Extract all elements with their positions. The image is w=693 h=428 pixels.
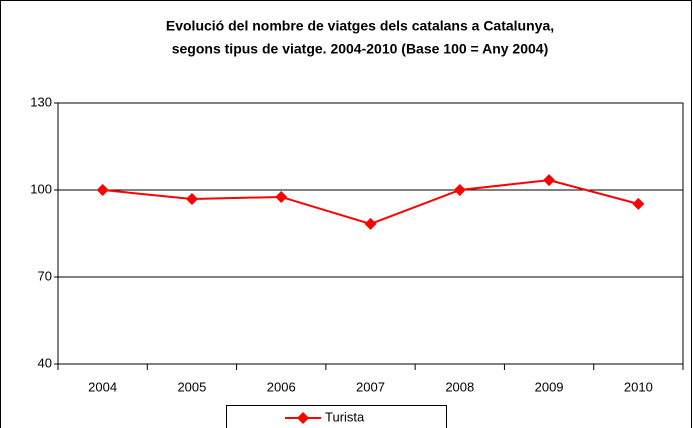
y-tick-label: 40 [38, 355, 52, 370]
data-point [543, 174, 556, 187]
x-tick-label: 2007 [356, 379, 385, 394]
data-point [96, 184, 109, 196]
y-tick-label: 70 [38, 268, 52, 283]
x-tick-label: 2008 [445, 379, 474, 394]
legend-marker [297, 412, 309, 424]
chart-title: segons tipus de viatge. 2004-2010 (Base … [172, 41, 549, 57]
legend-label: Turista [325, 409, 365, 424]
data-point [185, 192, 198, 205]
data-point [275, 190, 288, 203]
x-tick-label: 2010 [624, 379, 653, 394]
x-tick-label: 2004 [88, 379, 117, 394]
legend [226, 405, 447, 428]
data-point [453, 184, 466, 196]
plot-area [57, 102, 684, 365]
y-tick-label: 100 [30, 181, 52, 196]
data-point [364, 217, 377, 230]
y-tick-label: 130 [30, 94, 52, 109]
x-tick-label: 2009 [535, 379, 564, 394]
x-tick-label: 2006 [267, 379, 296, 394]
x-tick-label: 2005 [177, 379, 206, 394]
data-point [632, 197, 645, 210]
chart-title: Evolució del nombre de viatges dels cata… [166, 18, 554, 34]
